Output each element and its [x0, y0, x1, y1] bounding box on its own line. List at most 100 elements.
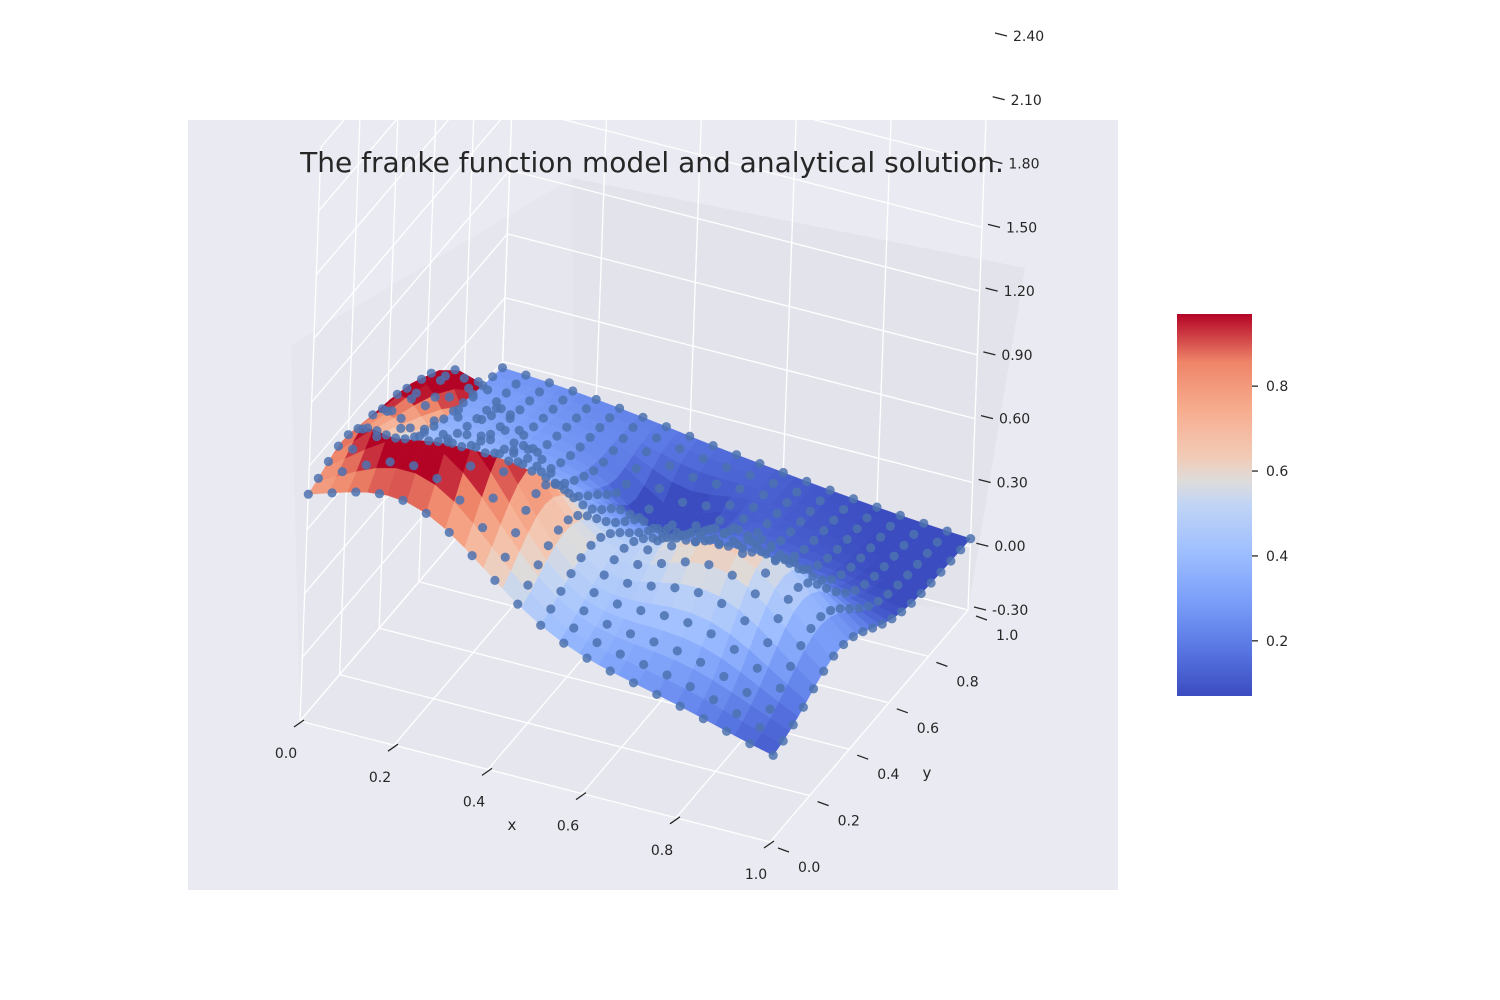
scatter-point: [794, 564, 803, 573]
scatter-point: [382, 430, 391, 439]
scatter-point: [417, 375, 426, 384]
scatter-point: [667, 541, 676, 550]
scatter-point: [878, 619, 887, 628]
scatter-point: [396, 424, 405, 433]
scatter-point: [956, 545, 965, 554]
scatter-point: [896, 511, 905, 520]
scatter-point: [482, 406, 491, 415]
scatter-point: [400, 434, 409, 443]
scatter-point: [304, 490, 313, 499]
x-tick-label: 0.0: [275, 746, 297, 762]
scatter-point: [809, 536, 818, 545]
scatter-point: [729, 523, 738, 532]
scatter-point: [314, 474, 323, 483]
scatter-point: [539, 414, 548, 423]
scatter-point: [708, 441, 717, 450]
scatter-point: [936, 568, 945, 577]
scatter-point: [472, 414, 481, 423]
scatter-point: [398, 496, 407, 505]
scatter-point: [809, 684, 818, 693]
scatter-point: [481, 448, 490, 457]
scatter-point: [521, 370, 530, 379]
scatter-point: [712, 480, 721, 489]
scatter-point: [445, 392, 454, 401]
scatter-point: [819, 526, 828, 535]
scatter-point: [629, 423, 638, 432]
scatter-point: [786, 527, 795, 536]
scatter-point: [779, 468, 788, 477]
scatter-point: [739, 514, 748, 523]
scatter-point: [410, 432, 419, 441]
scatter-point: [735, 484, 744, 493]
scatter-point: [603, 620, 612, 629]
z-tick-label: 2.40: [1013, 29, 1044, 45]
z-tick-label: 1.20: [1004, 284, 1035, 300]
scatter-point: [635, 513, 644, 522]
z-tick-label: 2.10: [1011, 93, 1042, 109]
scatter-point: [913, 560, 922, 569]
colorbar-tick-label: 0.8: [1266, 379, 1288, 395]
scatter-point: [707, 629, 716, 638]
scatter-point: [632, 464, 641, 473]
scatter-point: [525, 396, 534, 405]
scatter-point: [794, 583, 803, 592]
scatter-point: [489, 493, 498, 502]
scatter-point: [742, 688, 751, 697]
scatter-point: [490, 448, 499, 457]
scatter-point: [796, 641, 805, 650]
scatter-point: [722, 463, 731, 472]
scatter-point: [439, 414, 448, 423]
scatter-point: [843, 535, 852, 544]
scatter-point: [551, 479, 560, 488]
scatter-point: [531, 489, 540, 498]
scatter-point: [504, 456, 513, 465]
scatter-point: [850, 586, 859, 595]
scatter-point: [424, 436, 433, 445]
scatter-point: [579, 606, 588, 615]
scatter-point: [611, 518, 620, 527]
scatter-point: [722, 727, 731, 736]
scatter-point: [725, 501, 734, 510]
scatter-point: [453, 429, 462, 438]
scatter-point: [327, 488, 336, 497]
scatter-point: [334, 442, 343, 451]
scatter-point: [660, 611, 669, 620]
scatter-point: [569, 623, 578, 632]
scatter-point: [704, 560, 713, 569]
scatter-point: [792, 487, 801, 496]
scatter-point: [521, 506, 530, 515]
scatter-point: [391, 433, 400, 442]
scatter-point: [740, 616, 749, 625]
scatter-point: [886, 522, 895, 531]
scatter-point: [527, 466, 536, 475]
scatter-point: [634, 528, 643, 537]
scatter-point: [629, 678, 638, 687]
scatter-point: [576, 442, 585, 451]
scatter-point: [549, 405, 558, 414]
scatter-point: [545, 378, 554, 387]
scatter-point: [559, 639, 568, 648]
scatter-point: [757, 547, 766, 556]
scatter-point: [599, 458, 608, 467]
scatter-point: [724, 542, 733, 551]
scatter-point: [702, 501, 711, 510]
scatter-point: [609, 446, 618, 455]
scatter-point: [686, 682, 695, 691]
scatter-point: [513, 600, 522, 609]
scatter-point: [767, 543, 776, 552]
scatter-point: [582, 654, 591, 663]
scatter-point: [813, 561, 822, 570]
scatter-point: [544, 541, 553, 550]
scatter-point: [460, 374, 469, 383]
scatter-point: [639, 660, 648, 669]
scatter-point: [657, 559, 666, 568]
scatter-point: [533, 448, 542, 457]
scatter-point: [633, 560, 642, 569]
scatter-point: [629, 537, 638, 546]
scatter-point: [699, 454, 708, 463]
scatter-point: [874, 597, 883, 606]
scatter-point: [375, 489, 384, 498]
scatter-point: [566, 569, 575, 578]
z-tick-label: 0.30: [997, 475, 1028, 491]
scatter-point: [462, 430, 471, 439]
